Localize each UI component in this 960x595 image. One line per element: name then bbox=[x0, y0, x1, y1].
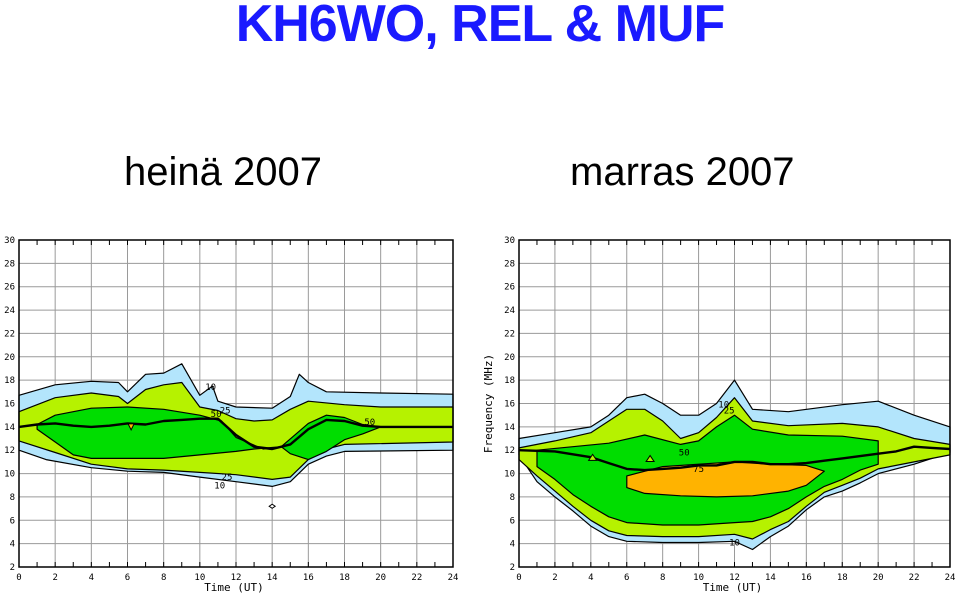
left-muf-line bbox=[18, 417, 453, 451]
left-y-tick-label: 2 bbox=[10, 563, 15, 573]
right-y-tick-label: 22 bbox=[504, 329, 515, 339]
left-y-tick-label: 10 bbox=[4, 470, 15, 480]
left-y-tick-label: 16 bbox=[4, 400, 15, 410]
right-y-axis-label: Frequency (MHz) bbox=[482, 354, 495, 453]
right-contour-islet bbox=[587, 453, 598, 461]
right-y-tick-label: 24 bbox=[504, 306, 515, 316]
left-x-tick-label: 2 bbox=[52, 573, 57, 583]
right-y-tick-label: 16 bbox=[504, 400, 515, 410]
left-x-tick-label: 14 bbox=[267, 573, 278, 583]
right-x-tick-label: 4 bbox=[588, 573, 593, 583]
right-y-tick-label: 10 bbox=[504, 470, 515, 480]
right-x-axis-label: Time (UT) bbox=[703, 581, 763, 594]
right-x-tick-label: 14 bbox=[765, 573, 776, 583]
left-x-tick-label: 16 bbox=[303, 573, 314, 583]
left-x-tick-label: 10 bbox=[194, 573, 205, 583]
right-contour-label: 75 bbox=[693, 465, 704, 475]
left-contour-label: 25 bbox=[220, 407, 231, 417]
subtitle-marras-2007: marras 2007 bbox=[570, 150, 795, 194]
left-contour-islet bbox=[127, 423, 135, 431]
left-contour-label: 10 bbox=[205, 383, 216, 393]
left-y-tick-label: 28 bbox=[4, 259, 15, 269]
left-x-axis-label: Time (UT) bbox=[204, 581, 264, 594]
right-y-tick-label: 6 bbox=[510, 516, 515, 526]
right-x-tick-label: 18 bbox=[837, 573, 848, 583]
right-x-tick-label: 24 bbox=[945, 573, 956, 583]
left-x-tick-label: 6 bbox=[125, 573, 130, 583]
left-contour-label: 50 bbox=[211, 410, 222, 420]
right-x-tick-label: 0 bbox=[516, 573, 521, 583]
right-x-tick-label: 8 bbox=[660, 573, 665, 583]
right-contour-label: 10 bbox=[718, 401, 729, 411]
right-x-tick-label: 12 bbox=[729, 573, 740, 583]
left-y-tick-label: 24 bbox=[4, 306, 15, 316]
page-title: KH6WO, REL & MUF bbox=[235, 0, 726, 53]
right-x-tick-label: 22 bbox=[909, 573, 920, 583]
left-x-tick-label: 8 bbox=[161, 573, 166, 583]
right-y-tick-label: 18 bbox=[504, 376, 515, 386]
left-x-tick-label: 12 bbox=[231, 573, 242, 583]
right-x-tick-label: 2 bbox=[552, 573, 557, 583]
right-x-tick-label: 20 bbox=[873, 573, 884, 583]
left-contour-50 bbox=[36, 406, 382, 461]
right-contour-label: 25 bbox=[724, 407, 735, 417]
right-x-tick-label: 10 bbox=[693, 573, 704, 583]
left-x-tick-label: 4 bbox=[89, 573, 94, 583]
right-y-tick-label: 30 bbox=[504, 236, 515, 246]
left-y-tick-label: 26 bbox=[4, 283, 15, 293]
left-contour-label: 25 bbox=[222, 473, 233, 483]
left-contour-label: 10 bbox=[214, 481, 225, 491]
left-y-tick-label: 22 bbox=[4, 329, 15, 339]
subtitle-heina-2007: heinä 2007 bbox=[124, 150, 322, 194]
right-y-tick-label: 8 bbox=[510, 493, 515, 503]
right-y-tick-label: 14 bbox=[504, 423, 515, 433]
right-y-tick-label: 12 bbox=[504, 446, 515, 456]
left-x-tick-label: 20 bbox=[375, 573, 386, 583]
left-y-tick-label: 18 bbox=[4, 376, 15, 386]
right-y-tick-label: 2 bbox=[510, 563, 515, 573]
right-contour-label: 50 bbox=[679, 449, 690, 459]
right-y-tick-label: 28 bbox=[504, 259, 515, 269]
right-x-tick-label: 6 bbox=[624, 573, 629, 583]
left-y-tick-label: 14 bbox=[4, 423, 15, 433]
right-x-tick-label: 16 bbox=[801, 573, 812, 583]
right-muf-line bbox=[518, 445, 951, 472]
left-y-tick-label: 4 bbox=[10, 540, 15, 550]
right-contour-islet bbox=[645, 454, 656, 463]
left-y-tick-label: 12 bbox=[4, 446, 15, 456]
left-y-tick-label: 6 bbox=[10, 516, 15, 526]
left-y-tick-label: 8 bbox=[10, 493, 15, 503]
left-x-tick-label: 24 bbox=[448, 573, 459, 583]
left-y-tick-label: 30 bbox=[4, 236, 15, 246]
right-plot-frame bbox=[518, 239, 951, 568]
right-contour-75 bbox=[626, 461, 825, 498]
right-y-tick-label: 20 bbox=[504, 353, 515, 363]
left-x-tick-label: 18 bbox=[339, 573, 350, 583]
left-contour-islet bbox=[268, 503, 277, 509]
right-y-tick-label: 4 bbox=[510, 540, 515, 550]
left-y-tick-label: 20 bbox=[4, 353, 15, 363]
left-x-tick-label: 22 bbox=[411, 573, 422, 583]
right-y-tick-label: 26 bbox=[504, 283, 515, 293]
left-plot-frame bbox=[18, 239, 454, 568]
left-x-tick-label: 0 bbox=[16, 573, 21, 583]
left-contour-label: 50 bbox=[364, 418, 375, 428]
right-contour-label: 10 bbox=[729, 538, 740, 548]
